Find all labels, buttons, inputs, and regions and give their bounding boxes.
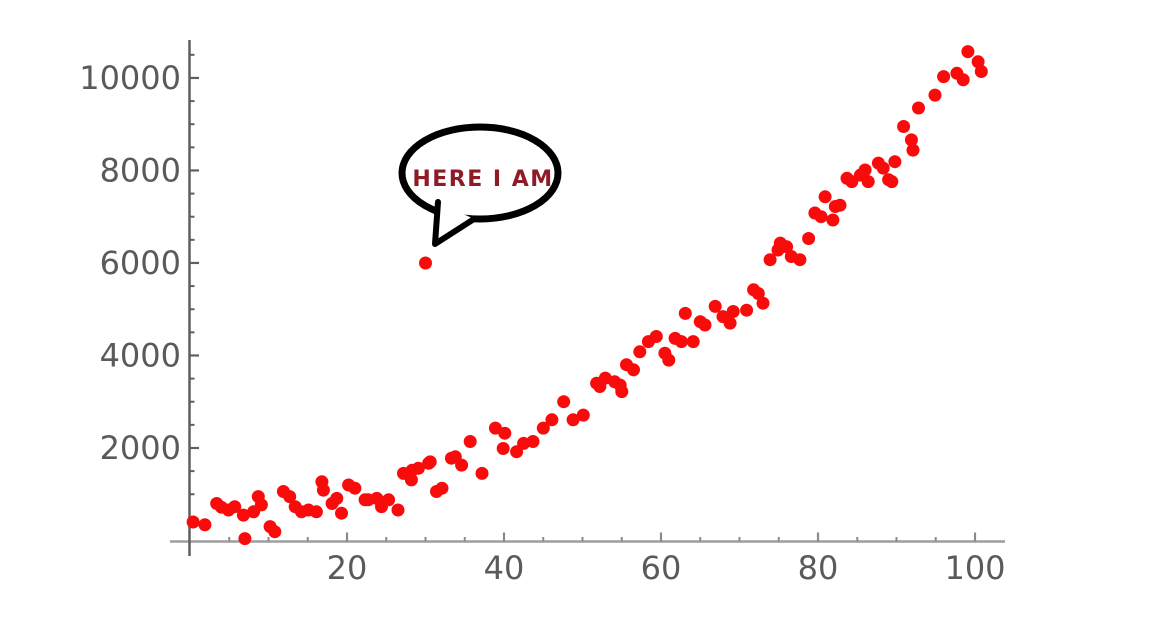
data-point	[404, 473, 418, 487]
y-tick-label: 6000	[100, 244, 181, 282]
data-points	[186, 45, 988, 546]
data-point	[662, 353, 676, 367]
data-point	[763, 253, 777, 267]
y-tick-label: 8000	[100, 151, 181, 189]
data-point	[876, 161, 890, 175]
data-point	[756, 296, 770, 310]
data-point	[885, 175, 899, 189]
data-point	[740, 303, 754, 317]
data-point	[912, 101, 925, 115]
data-point	[526, 435, 540, 448]
x-tick-label: 20	[327, 549, 368, 587]
data-point	[904, 133, 918, 147]
data-point	[928, 88, 942, 102]
data-point	[814, 210, 828, 224]
data-point	[674, 335, 688, 349]
data-point	[627, 363, 640, 377]
data-point	[698, 318, 712, 332]
y-tick-label: 10000	[79, 59, 181, 97]
data-point	[382, 493, 396, 507]
data-point	[818, 190, 832, 204]
x-tick-label: 100	[944, 549, 1005, 587]
data-point	[475, 466, 489, 480]
data-point	[833, 198, 847, 212]
data-point	[708, 299, 722, 313]
data-point	[238, 532, 252, 546]
data-point	[678, 306, 692, 320]
data-point	[906, 143, 920, 157]
data-point	[897, 120, 911, 133]
data-point	[254, 498, 268, 512]
data-point	[236, 508, 250, 522]
data-point	[335, 506, 348, 520]
data-point	[861, 175, 875, 189]
data-point	[463, 435, 477, 448]
x-tick-label: 60	[641, 549, 682, 587]
data-point	[956, 73, 970, 87]
data-point	[937, 70, 951, 84]
x-tick-label: 80	[798, 549, 839, 587]
outlier-point	[419, 256, 432, 270]
data-point	[576, 408, 590, 422]
data-point	[423, 455, 437, 469]
data-point	[536, 421, 550, 435]
data-point	[802, 232, 816, 245]
axes: 20 40 60 80 100 2000 4000 6000 8000 10000	[79, 40, 1006, 587]
data-point	[858, 163, 872, 177]
data-point	[198, 518, 212, 532]
data-point	[186, 515, 200, 529]
data-point	[780, 240, 794, 254]
data-point	[496, 442, 510, 455]
data-point	[723, 316, 737, 330]
x-tick-label: 40	[484, 549, 525, 587]
data-point	[545, 413, 559, 427]
speech-bubble-text: HERE I AM	[412, 167, 553, 192]
data-point	[498, 426, 512, 440]
data-point	[411, 461, 425, 475]
data-point	[566, 413, 580, 427]
data-point	[316, 483, 330, 497]
data-point	[888, 155, 902, 169]
data-point	[391, 503, 405, 517]
data-point	[283, 490, 297, 504]
data-point	[726, 305, 740, 318]
data-point	[633, 345, 647, 359]
data-point	[268, 525, 282, 539]
speech-bubble-outline	[398, 123, 562, 223]
data-point	[686, 335, 700, 349]
data-point	[557, 395, 571, 409]
data-point	[309, 505, 323, 519]
data-point	[649, 330, 663, 343]
y-tick-label: 2000	[100, 429, 181, 467]
data-point	[455, 458, 469, 472]
data-point	[435, 481, 449, 495]
speech-bubble: HERE I AM	[398, 123, 562, 247]
data-point	[974, 65, 988, 78]
data-point	[330, 491, 344, 505]
data-point	[961, 45, 975, 59]
data-point	[826, 213, 840, 227]
data-point	[228, 500, 242, 514]
data-point	[751, 287, 765, 300]
data-point	[793, 253, 807, 267]
data-point	[348, 481, 362, 495]
y-tick-label: 4000	[100, 336, 181, 374]
speech-bubble-tail	[432, 199, 477, 247]
data-point	[615, 385, 629, 399]
